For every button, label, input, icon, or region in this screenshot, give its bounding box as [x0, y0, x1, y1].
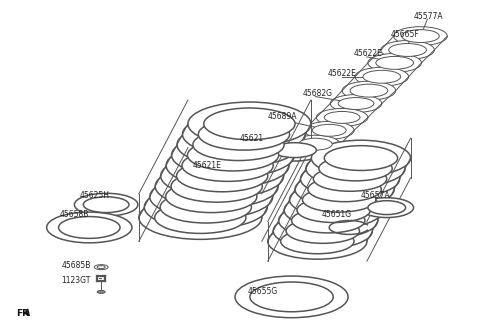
Ellipse shape — [171, 171, 262, 202]
Ellipse shape — [171, 133, 295, 177]
Ellipse shape — [166, 181, 257, 213]
Text: 45622E: 45622E — [327, 69, 356, 78]
Ellipse shape — [286, 218, 360, 243]
Ellipse shape — [291, 208, 365, 233]
Ellipse shape — [144, 185, 267, 229]
Ellipse shape — [324, 112, 360, 123]
Ellipse shape — [289, 182, 389, 217]
Text: 45621E: 45621E — [192, 160, 221, 170]
Ellipse shape — [295, 172, 394, 207]
Ellipse shape — [316, 109, 368, 126]
Ellipse shape — [368, 201, 406, 214]
Text: 45685B: 45685B — [61, 261, 91, 270]
Ellipse shape — [368, 53, 421, 72]
Ellipse shape — [139, 196, 262, 239]
Ellipse shape — [300, 161, 400, 197]
Ellipse shape — [304, 121, 354, 139]
Text: 45625H: 45625H — [79, 191, 109, 200]
Ellipse shape — [97, 290, 105, 293]
Ellipse shape — [389, 44, 426, 56]
Ellipse shape — [297, 198, 371, 222]
Ellipse shape — [363, 70, 401, 83]
Ellipse shape — [350, 84, 388, 97]
Ellipse shape — [299, 138, 332, 150]
Ellipse shape — [355, 67, 408, 86]
Ellipse shape — [177, 123, 300, 167]
Ellipse shape — [155, 164, 278, 208]
Ellipse shape — [177, 160, 268, 192]
Text: 45689A: 45689A — [268, 112, 297, 121]
Ellipse shape — [188, 102, 311, 146]
Ellipse shape — [394, 27, 447, 46]
Text: FR: FR — [16, 309, 29, 318]
Ellipse shape — [182, 113, 305, 156]
Ellipse shape — [381, 41, 434, 59]
Ellipse shape — [193, 129, 284, 160]
Ellipse shape — [235, 276, 348, 318]
Ellipse shape — [84, 197, 129, 213]
Ellipse shape — [182, 149, 273, 182]
Ellipse shape — [166, 144, 289, 187]
Text: 45665F: 45665F — [391, 30, 420, 39]
Ellipse shape — [160, 191, 252, 223]
Ellipse shape — [324, 146, 397, 171]
Ellipse shape — [281, 229, 354, 254]
Ellipse shape — [290, 135, 340, 153]
Ellipse shape — [265, 139, 324, 161]
Ellipse shape — [306, 150, 405, 186]
Text: 45657A: 45657A — [361, 191, 391, 200]
Ellipse shape — [155, 202, 246, 233]
Ellipse shape — [74, 193, 138, 216]
Ellipse shape — [97, 266, 105, 269]
Ellipse shape — [319, 156, 392, 181]
Text: 1123GT: 1123GT — [61, 276, 91, 284]
Text: 45621: 45621 — [240, 134, 264, 143]
Ellipse shape — [313, 167, 387, 191]
Ellipse shape — [360, 198, 414, 217]
Ellipse shape — [94, 265, 108, 270]
Ellipse shape — [59, 216, 120, 238]
Ellipse shape — [312, 140, 410, 176]
Ellipse shape — [330, 95, 382, 113]
Ellipse shape — [47, 212, 132, 243]
Ellipse shape — [284, 192, 384, 228]
Ellipse shape — [198, 118, 289, 150]
Ellipse shape — [338, 98, 374, 110]
Ellipse shape — [204, 108, 295, 140]
Ellipse shape — [268, 223, 367, 259]
Text: 45651G: 45651G — [321, 210, 351, 219]
Text: 45655G: 45655G — [248, 287, 278, 296]
Text: 45622E: 45622E — [354, 50, 383, 58]
Text: 45577A: 45577A — [414, 12, 443, 21]
Ellipse shape — [402, 30, 439, 43]
Ellipse shape — [161, 154, 284, 198]
Ellipse shape — [342, 81, 396, 100]
Text: 45658B: 45658B — [60, 210, 89, 219]
Ellipse shape — [376, 56, 414, 69]
Ellipse shape — [273, 143, 316, 157]
Ellipse shape — [188, 139, 279, 171]
Ellipse shape — [312, 124, 346, 136]
Text: 45682G: 45682G — [302, 89, 333, 98]
Ellipse shape — [150, 175, 273, 218]
Ellipse shape — [279, 203, 378, 238]
Ellipse shape — [308, 177, 381, 202]
Ellipse shape — [273, 213, 372, 249]
Ellipse shape — [302, 187, 376, 212]
Ellipse shape — [250, 282, 333, 312]
